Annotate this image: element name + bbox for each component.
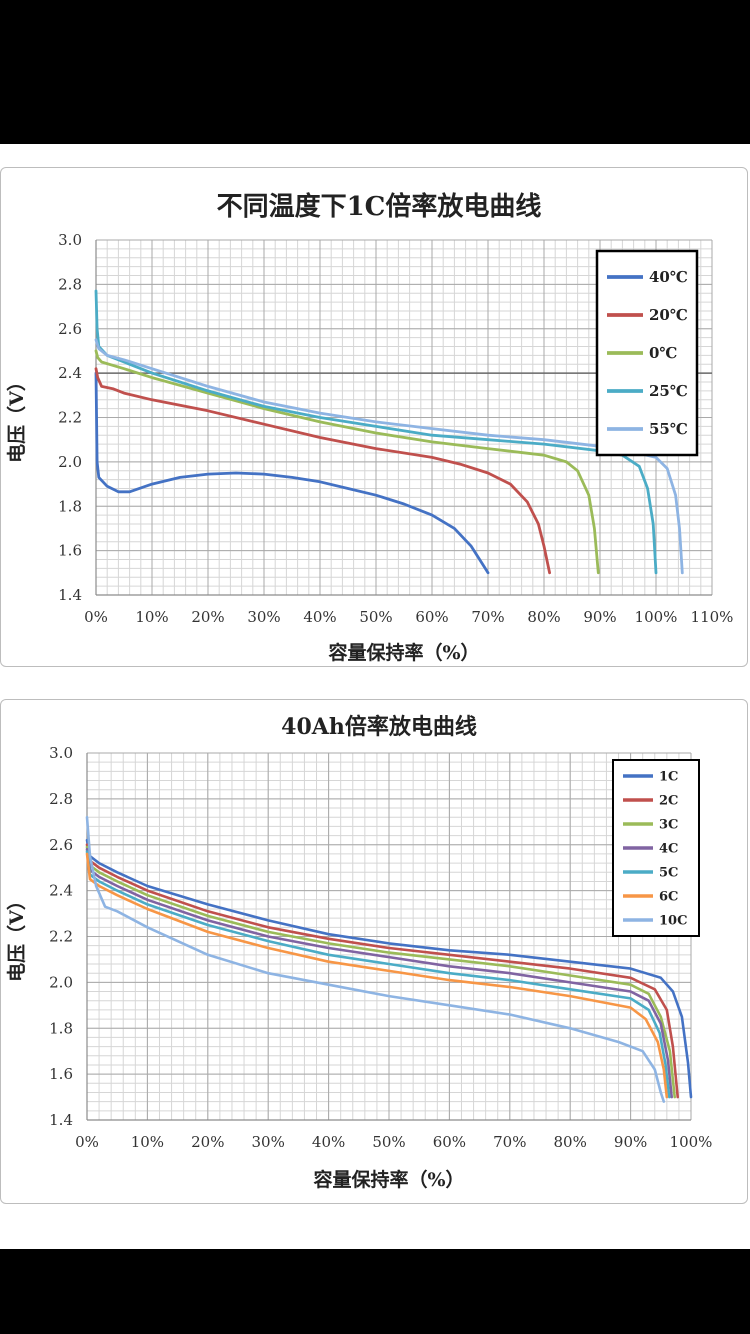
y-tick-label: 2.4 xyxy=(58,364,82,382)
x-tick-label: 70% xyxy=(493,1133,526,1151)
y-tick-label: 1.6 xyxy=(58,542,82,560)
y-tick-label: 1.8 xyxy=(49,1019,73,1037)
legend-label: 5C xyxy=(659,865,678,880)
series-line-5 xyxy=(85,852,669,1099)
x-axis-label: 容量保持率（%） xyxy=(328,641,479,664)
series-line-4 xyxy=(85,850,671,1099)
x-tick-label: 70% xyxy=(471,608,504,626)
x-tick-label: 0% xyxy=(75,1133,99,1151)
y-axis-label: 电压（V） xyxy=(5,891,28,982)
x-tick-label: 60% xyxy=(415,608,448,626)
x-tick-label: 30% xyxy=(252,1133,285,1151)
x-tick-label: 10% xyxy=(131,1133,164,1151)
legend-label: 10C xyxy=(659,913,687,928)
x-tick-label: 100% xyxy=(635,608,678,626)
y-tick-label: 2.0 xyxy=(58,453,82,471)
x-tick-label: 20% xyxy=(191,1133,224,1151)
series-line-1 xyxy=(85,843,679,1099)
y-tick-label: 2.8 xyxy=(49,790,73,808)
y-tick-label: 1.4 xyxy=(58,586,82,604)
legend-label: 4C xyxy=(659,841,678,856)
page-content: 不同温度下1C倍率放电曲线 0% 10% 20% 30% 40% 50% 60% 70% 80% 9… xyxy=(0,144,750,1249)
series-line-2 xyxy=(85,845,676,1099)
x-tick-label: 80% xyxy=(527,608,560,626)
legend-label: 25℃ xyxy=(649,382,688,400)
series-line-6 xyxy=(85,815,666,1103)
x-tick-label: 100% xyxy=(670,1133,713,1151)
series-line-2 xyxy=(94,349,600,575)
y-tick-label: 1.4 xyxy=(49,1111,73,1129)
chart-panel-rate: 40Ah倍率放电曲线 0% 10% 20% 30% 40% 50% 60% 70% 80% 90% 1… xyxy=(0,699,748,1204)
top-black-bar xyxy=(0,0,750,144)
x-tick-label: 40% xyxy=(312,1133,345,1151)
series-line-0 xyxy=(94,371,490,575)
legend-label: 2C xyxy=(659,793,678,808)
y-tick-label: 2.0 xyxy=(49,973,73,991)
chart-title: 不同温度下1C倍率放电曲线 xyxy=(217,191,542,222)
y-tick-label: 2.6 xyxy=(49,836,73,854)
legend-label: 40℃ xyxy=(649,268,688,286)
x-tick-label: 110% xyxy=(691,608,734,626)
series-line-3 xyxy=(85,848,673,1099)
y-tick-label: 3.0 xyxy=(58,231,82,249)
y-tick-label: 1.8 xyxy=(58,497,82,515)
x-tick-label: 30% xyxy=(247,608,280,626)
x-tick-label: 90% xyxy=(583,608,616,626)
x-tick-label: 60% xyxy=(433,1133,466,1151)
y-axis-label: 电压（V） xyxy=(5,372,28,463)
x-tick-label: 90% xyxy=(614,1133,647,1151)
y-tick-label: 2.4 xyxy=(49,882,73,900)
x-axis-label: 容量保持率（%） xyxy=(313,1168,464,1191)
series-line-4 xyxy=(94,338,684,575)
legend-label: 1C xyxy=(659,769,678,784)
legend-label: 20℃ xyxy=(649,306,688,324)
rate-discharge-chart: 40Ah倍率放电曲线 0% 10% 20% 30% 40% 50% 60% 70% 80% 90% 1… xyxy=(5,714,713,1191)
chart-panel-temperature: 不同温度下1C倍率放电曲线 0% 10% 20% 30% 40% 50% 60% 70% 80% 9… xyxy=(0,167,748,667)
y-tick-label: 3.0 xyxy=(49,744,73,762)
legend-label: 3C xyxy=(659,817,678,832)
y-tick-label: 2.6 xyxy=(58,320,82,338)
x-tick-label: 0% xyxy=(84,608,108,626)
x-tick-label: 40% xyxy=(303,608,336,626)
y-tick-label: 2.2 xyxy=(58,409,82,427)
bottom-black-bar xyxy=(0,1249,750,1334)
series-line-0 xyxy=(85,838,693,1099)
x-tick-label: 20% xyxy=(191,608,224,626)
series-line-1 xyxy=(94,367,551,575)
legend-label: 6C xyxy=(659,889,678,904)
x-tick-label: 50% xyxy=(359,608,392,626)
y-tick-label: 2.8 xyxy=(58,275,82,293)
y-tick-label: 2.2 xyxy=(49,928,73,946)
x-tick-label: 80% xyxy=(554,1133,587,1151)
x-tick-label: 10% xyxy=(135,608,168,626)
legend-label: 55℃ xyxy=(649,420,688,438)
chart-title: 40Ah倍率放电曲线 xyxy=(281,714,477,740)
legend-label: 0℃ xyxy=(649,344,677,362)
temperature-discharge-chart: 不同温度下1C倍率放电曲线 0% 10% 20% 30% 40% 50% 60% 70% 80% 9… xyxy=(5,191,734,664)
x-tick-label: 50% xyxy=(372,1133,405,1151)
y-tick-label: 1.6 xyxy=(49,1065,73,1083)
